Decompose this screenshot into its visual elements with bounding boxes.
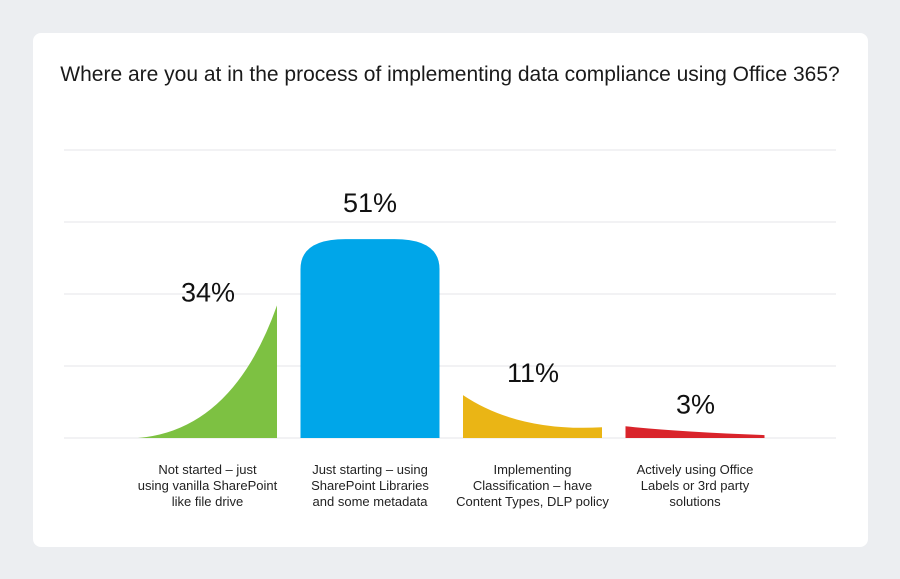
category-label-1: using vanilla SharePoint [138,478,278,493]
category-label-1: like file drive [172,494,244,509]
chart-marks [138,239,765,438]
category-label-2: SharePoint Libraries [311,478,429,493]
category-label-4: Actively using Office [637,462,754,477]
value-label-4: 3% [676,389,715,419]
category-label-3: Implementing [493,462,571,477]
chart-title: Where are you at in the process of imple… [60,63,840,86]
category-label-3: Classification – have [473,478,592,493]
bar-3 [463,395,602,438]
category-label-2: Just starting – using [312,462,428,477]
bar-4 [625,426,765,438]
gridlines [64,149,836,439]
bar-1 [138,305,277,438]
value-label-2: 51% [343,188,397,218]
chart-card [33,33,868,547]
value-label-1: 34% [181,277,235,307]
category-label-1: Not started – just [158,462,257,477]
category-label-4: solutions [669,494,721,509]
category-label-3: Content Types, DLP policy [456,494,609,509]
value-labels: 34% 51% 11% 3% [181,188,715,419]
bar-2 [300,239,440,438]
value-label-3: 11% [507,358,559,388]
category-label-2: and some metadata [313,494,429,509]
category-label-4: Labels or 3rd party [641,478,750,493]
